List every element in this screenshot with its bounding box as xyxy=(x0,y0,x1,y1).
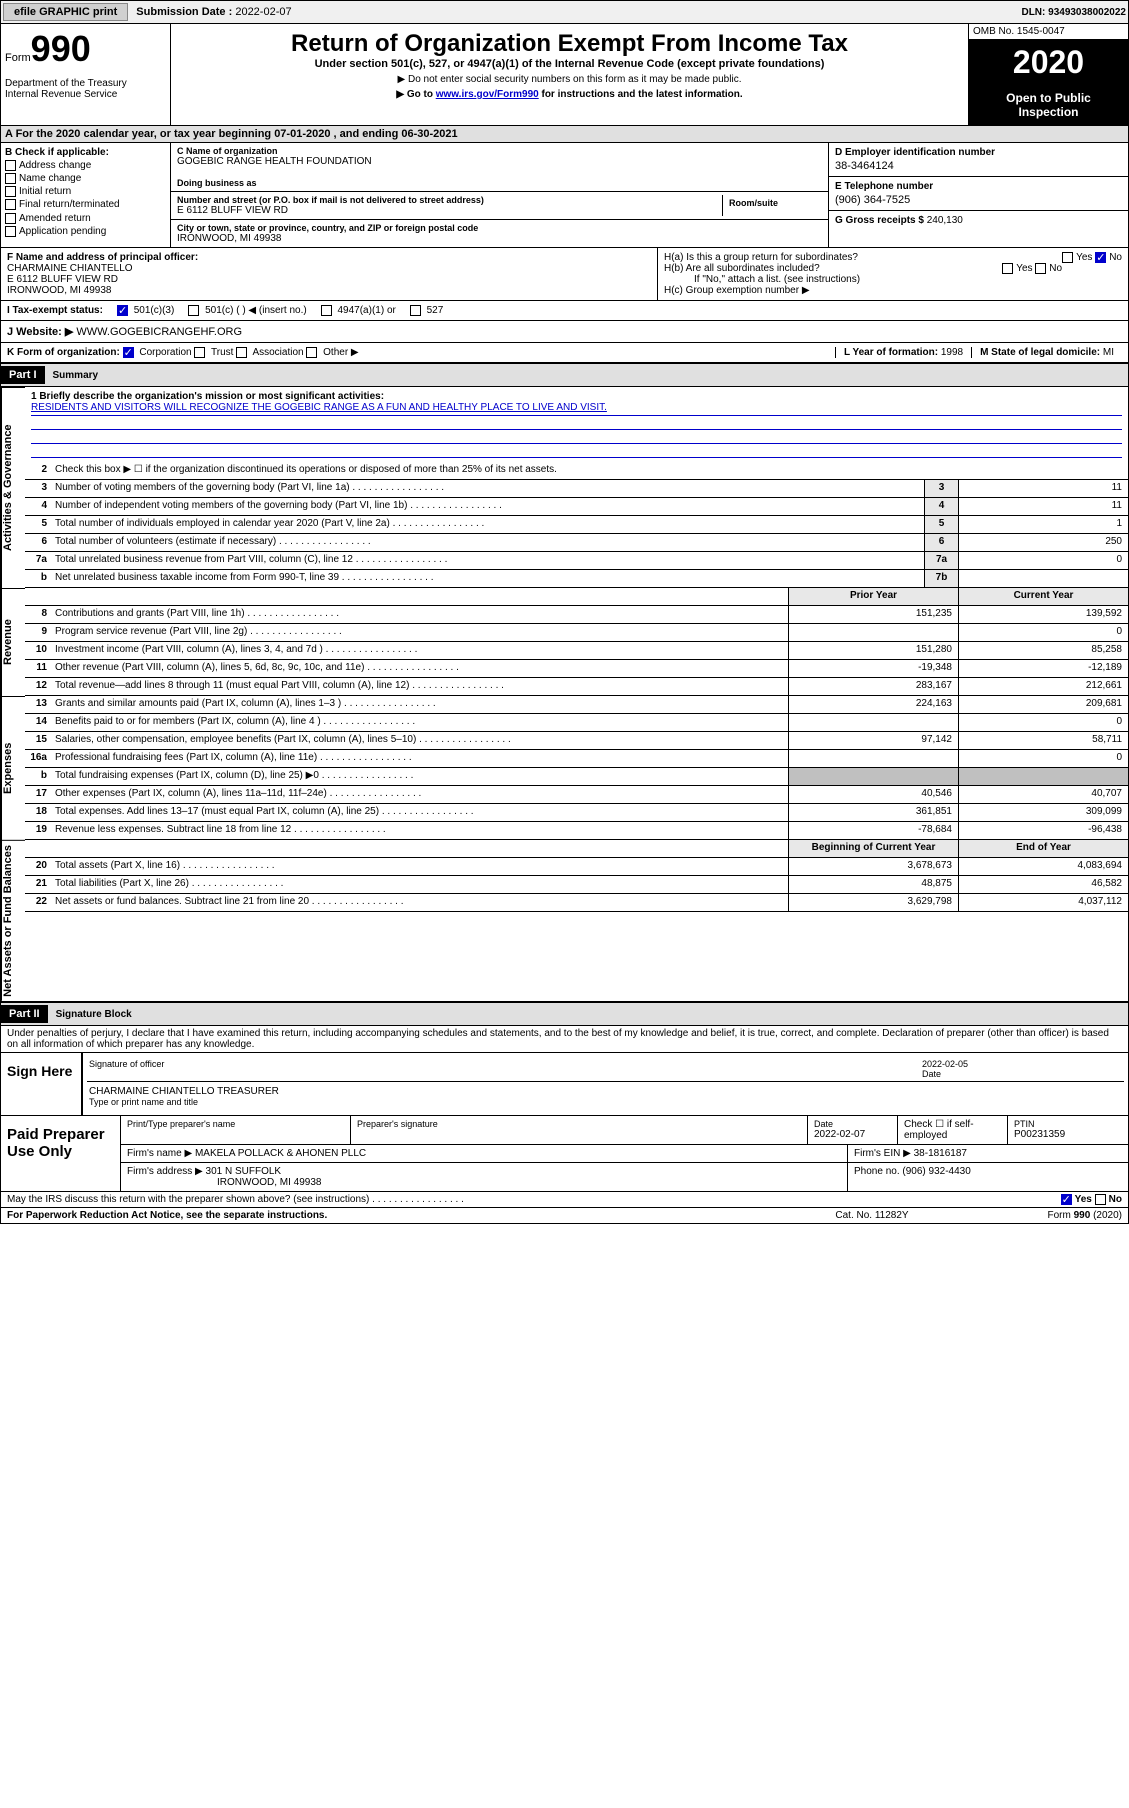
paid-row-1: Print/Type preparer's name Preparer's si… xyxy=(121,1116,1128,1145)
form-title: Return of Organization Exempt From Incom… xyxy=(171,24,968,125)
line-5: 5Total number of individuals employed in… xyxy=(25,516,1128,534)
checkbox-amended[interactable] xyxy=(5,213,16,224)
line-11: 11Other revenue (Part VIII, column (A), … xyxy=(25,660,1128,678)
line-17: 17Other expenses (Part IX, column (A), l… xyxy=(25,786,1128,804)
department-label: Department of the Treasury Internal Reve… xyxy=(5,78,166,100)
omb-number: OMB No. 1545-0047 xyxy=(969,24,1128,40)
discuss-row: May the IRS discuss this return with the… xyxy=(1,1192,1128,1208)
checkbox-501c3[interactable] xyxy=(117,305,128,316)
checkbox-corporation[interactable] xyxy=(123,347,134,358)
city-cell: City or town, state or province, country… xyxy=(171,220,828,247)
line-21: 21Total liabilities (Part X, line 26)48,… xyxy=(25,876,1128,894)
top-bar: efile GRAPHIC print Submission Date : 20… xyxy=(1,1,1128,24)
line-18: 18Total expenses. Add lines 13–17 (must … xyxy=(25,804,1128,822)
sign-here-label: Sign Here xyxy=(1,1053,81,1115)
line-10: 10Investment income (Part VIII, column (… xyxy=(25,642,1128,660)
telephone-cell: E Telephone number(906) 364-7525 xyxy=(829,177,1128,211)
checkbox-527[interactable] xyxy=(410,305,421,316)
line-9: 9Program service revenue (Part VIII, lin… xyxy=(25,624,1128,642)
section-h: H(a) Is this a group return for subordin… xyxy=(658,248,1128,300)
line-22: 22Net assets or fund balances. Subtract … xyxy=(25,894,1128,912)
line-20: 20Total assets (Part X, line 16)3,678,67… xyxy=(25,858,1128,876)
line-7b: bNet unrelated business taxable income f… xyxy=(25,570,1128,588)
ein-cell: D Employer identification number38-34641… xyxy=(829,143,1128,177)
submission-date-label: Submission Date : 2022-02-07 xyxy=(136,6,291,18)
line-b: bTotal fundraising expenses (Part IX, co… xyxy=(25,768,1128,786)
line-7a: 7aTotal unrelated business revenue from … xyxy=(25,552,1128,570)
sign-date: 2022-02-05Date xyxy=(922,1059,1122,1079)
part1-header: Part ISummary xyxy=(1,364,1128,387)
line-13: 13Grants and similar amounts paid (Part … xyxy=(25,696,1128,714)
dln: DLN: 93493038002022 xyxy=(1021,7,1126,18)
side-governance: Activities & Governance xyxy=(1,387,25,588)
checkbox-discuss-no[interactable] xyxy=(1095,1194,1106,1205)
paid-row-2: Firm's name ▶ MAKELA POLLACK & AHONEN PL… xyxy=(121,1145,1128,1163)
line-8: 8Contributions and grants (Part VIII, li… xyxy=(25,606,1128,624)
tax-period: A For the 2020 calendar year, or tax yea… xyxy=(1,126,1128,143)
rev-header-row: Prior YearCurrent Year xyxy=(25,588,1128,606)
line-6: 6Total number of volunteers (estimate if… xyxy=(25,534,1128,552)
officer-name: CHARMAINE CHIANTELLO TREASURER xyxy=(89,1086,1122,1097)
checkbox-ha-no[interactable] xyxy=(1095,252,1106,263)
street-address-cell: Number and street (or P.O. box if mail i… xyxy=(171,192,828,220)
checkbox-initial-return[interactable] xyxy=(5,186,16,197)
checkbox-discuss-yes[interactable] xyxy=(1061,1194,1072,1205)
signature-declaration: Under penalties of perjury, I declare th… xyxy=(1,1026,1128,1052)
footer-row: For Paperwork Reduction Act Notice, see … xyxy=(1,1208,1128,1223)
form-number-cell: Form990 Department of the Treasury Inter… xyxy=(1,24,171,125)
line-19: 19Revenue less expenses. Subtract line 1… xyxy=(25,822,1128,840)
tax-year: 2020 xyxy=(969,40,1128,85)
website-row: J Website: ▶ WWW.GOGEBICRANGEHF.ORG xyxy=(1,321,1128,343)
side-expenses: Expenses xyxy=(1,696,25,840)
section-b-checkboxes: B Check if applicable: Address change Na… xyxy=(1,143,171,247)
checkbox-hb-no[interactable] xyxy=(1035,263,1046,274)
efile-print-button[interactable]: efile GRAPHIC print xyxy=(3,3,128,21)
net-header-row: Beginning of Current YearEnd of Year xyxy=(25,840,1128,858)
instructions-link[interactable]: www.irs.gov/Form990 xyxy=(436,89,539,100)
side-revenue: Revenue xyxy=(1,588,25,696)
signature-of-officer: Signature of officer xyxy=(89,1059,922,1079)
line-12: 12Total revenue—add lines 8 through 11 (… xyxy=(25,678,1128,696)
side-net-assets: Net Assets or Fund Balances xyxy=(1,840,25,1001)
checkbox-501c[interactable] xyxy=(188,305,199,316)
checkbox-ha-yes[interactable] xyxy=(1062,252,1073,263)
checkbox-association[interactable] xyxy=(236,347,247,358)
line-15: 15Salaries, other compensation, employee… xyxy=(25,732,1128,750)
line-14: 14Benefits paid to or for members (Part … xyxy=(25,714,1128,732)
form-of-org-row: K Form of organization: Corporation Trus… xyxy=(1,343,1128,364)
checkbox-hb-yes[interactable] xyxy=(1002,263,1013,274)
checkbox-4947[interactable] xyxy=(321,305,332,316)
line-4: 4Number of independent voting members of… xyxy=(25,498,1128,516)
line-2: 2Check this box ▶ ☐ if the organization … xyxy=(25,462,1128,480)
mission-section: 1 Briefly describe the organization's mi… xyxy=(25,387,1128,462)
checkbox-name-change[interactable] xyxy=(5,173,16,184)
checkbox-final-return[interactable] xyxy=(5,199,16,210)
part2-header: Part IISignature Block xyxy=(1,1003,1128,1026)
checkbox-trust[interactable] xyxy=(194,347,205,358)
paid-row-3: Firm's address ▶ 301 N SUFFOLKIRONWOOD, … xyxy=(121,1163,1128,1191)
gross-receipts-cell: G Gross receipts $ 240,130 xyxy=(829,211,1128,230)
principal-officer-cell: F Name and address of principal officer:… xyxy=(1,248,658,300)
open-to-public: Open to Public Inspection xyxy=(969,85,1128,125)
line-16a: 16aProfessional fundraising fees (Part I… xyxy=(25,750,1128,768)
checkbox-other[interactable] xyxy=(306,347,317,358)
paid-preparer-label: Paid Preparer Use Only xyxy=(1,1116,121,1191)
checkbox-address-change[interactable] xyxy=(5,160,16,171)
line-3: 3Number of voting members of the governi… xyxy=(25,480,1128,498)
checkbox-application-pending[interactable] xyxy=(5,226,16,237)
org-name-cell: C Name of organization GOGEBIC RANGE HEA… xyxy=(171,143,828,192)
tax-exempt-status: I Tax-exempt status: 501(c)(3) 501(c) ( … xyxy=(1,301,1128,321)
